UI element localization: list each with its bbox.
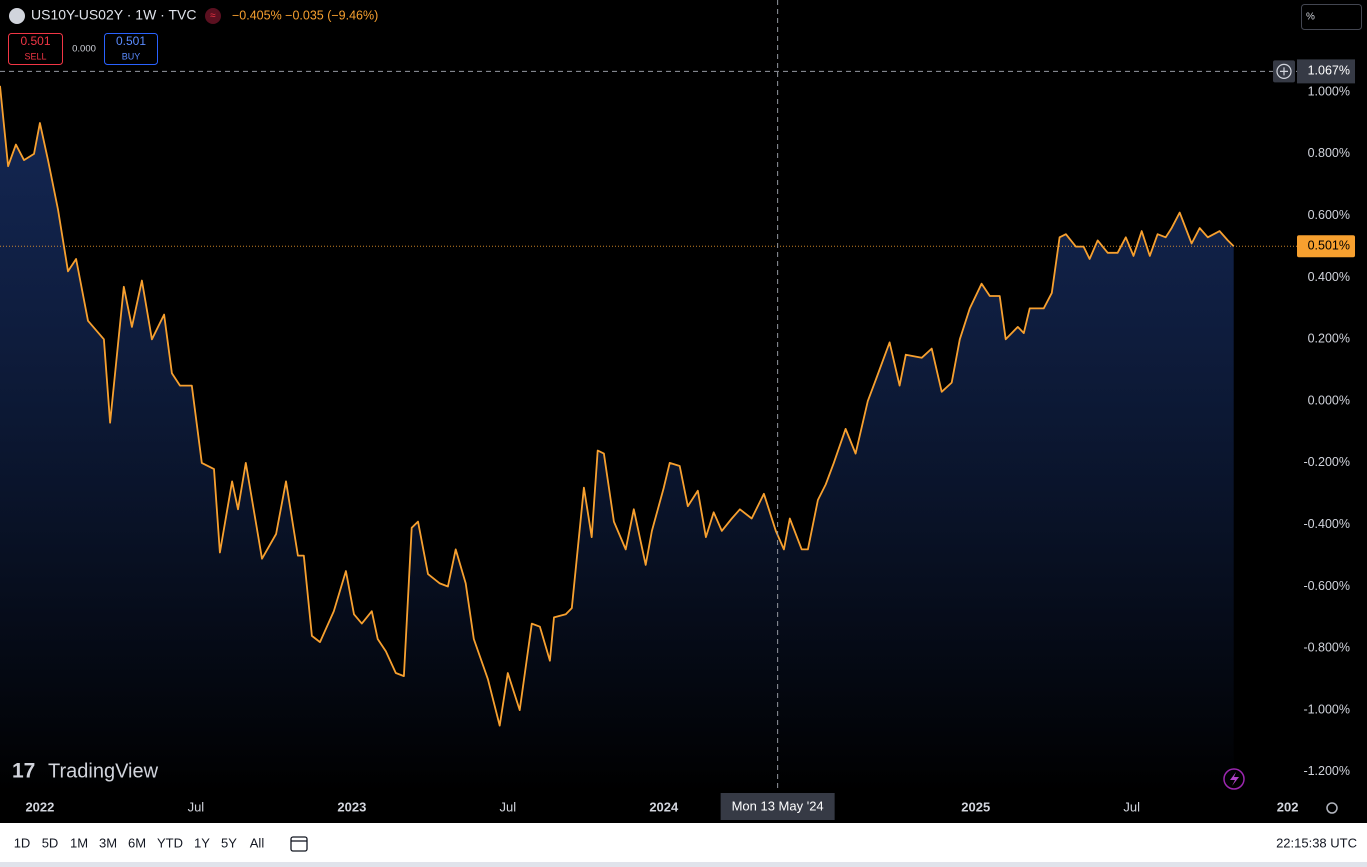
crosshair-y-label: 1.067% xyxy=(1308,64,1350,78)
calendar-icon[interactable] xyxy=(290,836,308,852)
sell-price: 0.501 xyxy=(20,34,50,48)
x-tick-label: 2024 xyxy=(649,799,679,814)
crosshair-x-badge xyxy=(720,793,835,820)
scale-mode: % xyxy=(1306,12,1315,23)
range-button[interactable]: 6M xyxy=(128,835,146,850)
x-tick-label: Jul xyxy=(500,799,517,814)
price-line xyxy=(0,85,1235,727)
range-buttons: 1D 5D 1M 3M 6M YTD 1Y 5Y All xyxy=(14,835,265,850)
branding: TradingView xyxy=(48,760,159,782)
buy-price: 0.501 xyxy=(116,34,146,48)
y-tick-label: -1.200% xyxy=(1303,764,1350,778)
y-tick-label: -0.200% xyxy=(1303,455,1350,469)
buy-button[interactable] xyxy=(104,33,158,65)
y-tick-label: 0.600% xyxy=(1308,208,1350,222)
symbol-title: US10Y-US02Y · 1W · TVC xyxy=(31,7,196,23)
x-tick-label: 202 xyxy=(1277,799,1299,814)
alert-icon[interactable] xyxy=(1223,768,1245,790)
x-tick-label: 2025 xyxy=(961,799,990,814)
y-tick-label: 1.000% xyxy=(1308,84,1350,98)
exchange-icon xyxy=(205,8,221,24)
last-price-label: 0.501% xyxy=(1308,239,1350,253)
scale-mode-box[interactable] xyxy=(1301,4,1362,30)
exchange-glyph: ≈ xyxy=(210,11,216,22)
y-tick-label: 0.000% xyxy=(1308,393,1350,407)
range-button[interactable]: All xyxy=(250,835,265,850)
sell-button[interactable] xyxy=(8,33,63,65)
range-button[interactable]: 5Y xyxy=(221,835,237,850)
range-button[interactable]: 1D xyxy=(14,835,31,850)
range-button[interactable]: 3M xyxy=(99,835,117,850)
y-tick-label: -0.600% xyxy=(1303,579,1350,593)
plot-area xyxy=(0,85,1235,792)
x-tick-label: 2023 xyxy=(337,799,366,814)
settings-icon[interactable] xyxy=(1326,802,1338,814)
area-fill xyxy=(0,85,1234,792)
clock: 22:15:38 UTC xyxy=(1276,835,1357,850)
overlay: 0.501% 1.067% Mon 13 May '24 xyxy=(0,0,1355,820)
range-button[interactable]: YTD xyxy=(157,835,183,850)
toolbar xyxy=(0,823,1367,863)
alert-bolt xyxy=(1230,772,1239,786)
crosshair-y-badge xyxy=(1297,59,1355,84)
y-tick-label: 0.800% xyxy=(1308,146,1350,160)
logo-mark: 17 xyxy=(12,760,35,783)
toolbar-border xyxy=(0,862,1367,867)
x-tick-label: Jul xyxy=(188,799,205,814)
range-button[interactable]: 1Y xyxy=(194,835,210,850)
x-tick-label: 2022 xyxy=(25,799,54,814)
range-button[interactable]: 1M xyxy=(70,835,88,850)
add-icon-plus xyxy=(1280,67,1288,76)
y-tick-label: 0.200% xyxy=(1308,332,1350,346)
symbol-icon xyxy=(9,8,25,24)
buy-label: BUY xyxy=(122,51,141,61)
sell-label: SELL xyxy=(24,51,46,61)
spread: 0.000 xyxy=(72,44,96,55)
change: −0.405% −0.035 (−9.46%) xyxy=(232,8,378,22)
y-tick-label: 0.400% xyxy=(1308,270,1350,284)
range-button[interactable]: 5D xyxy=(42,835,59,850)
add-icon xyxy=(1276,63,1292,79)
x-tick-label: Jul xyxy=(1123,799,1140,814)
y-tick-label: -0.400% xyxy=(1303,517,1350,531)
y-tick-label: -1.000% xyxy=(1303,702,1350,716)
crosshair-x-label: Mon 13 May '24 xyxy=(732,798,824,813)
last-price-badge xyxy=(1297,235,1355,258)
y-tick-label: -0.800% xyxy=(1303,641,1350,655)
